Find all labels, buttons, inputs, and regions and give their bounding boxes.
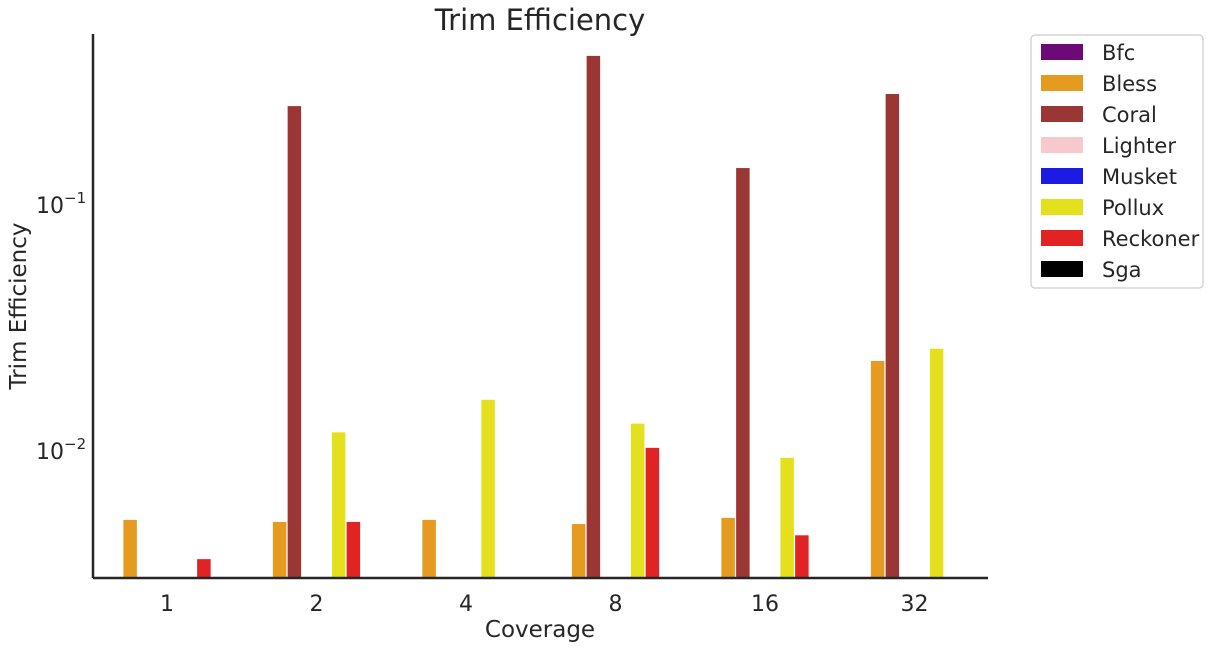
legend-swatch-musket — [1041, 168, 1083, 184]
legend-swatch-sga — [1041, 261, 1083, 277]
bar-reckoner-1 — [197, 559, 211, 578]
legend-label-sga: Sga — [1102, 258, 1142, 282]
x-axis-label: Coverage — [485, 617, 595, 643]
bar-coral-32 — [885, 94, 900, 578]
bar-pollux-32 — [929, 348, 944, 578]
chart-title: Trim Efficiency — [434, 3, 646, 37]
bar-bless-4 — [422, 519, 436, 578]
bar-bless-2 — [272, 521, 287, 578]
legend-label-bless: Bless — [1102, 72, 1157, 96]
legend-swatch-reckoner — [1041, 230, 1083, 246]
y-tick-label: 10−2 — [36, 435, 86, 465]
legend-label-coral: Coral — [1102, 103, 1157, 127]
bar-pollux-4 — [481, 399, 495, 578]
y-tick-labels: 10−2 10−1 — [36, 189, 86, 465]
bar-coral-2 — [287, 106, 302, 579]
legend-swatch-lighter — [1041, 137, 1083, 153]
bar-pollux-16 — [780, 457, 794, 578]
legend-label-lighter: Lighter — [1102, 134, 1176, 158]
legend-swatch-bless — [1041, 75, 1083, 91]
y-tick-label: 10−1 — [36, 189, 86, 219]
bar-bless-32 — [870, 361, 885, 578]
legend-label-reckoner: Reckoner — [1102, 227, 1200, 251]
bar-coral-8 — [586, 55, 601, 578]
x-tick-label: 2 — [310, 592, 324, 617]
bar-bless-8 — [571, 524, 586, 578]
bar-bless-1 — [123, 519, 137, 578]
x-tick-label: 8 — [609, 592, 623, 617]
y-axis-label: Trim Efficiency — [6, 222, 32, 390]
x-tick-label: 32 — [901, 592, 929, 617]
bar-reckoner-16 — [795, 535, 809, 578]
legend: Bfc Bless Coral Lighter Musket Pollux Reckoner… — [1030, 34, 1204, 289]
x-tick-label: 4 — [459, 592, 473, 617]
legend-frame — [1030, 34, 1204, 289]
x-tick-labels: 1 2 4 8 16 32 — [160, 592, 929, 617]
legend-swatch-bfc — [1041, 44, 1083, 60]
bar-pollux-8 — [630, 423, 645, 578]
legend-label-musket: Musket — [1102, 165, 1177, 189]
legend-label-pollux: Pollux — [1102, 196, 1164, 220]
legend-swatch-coral — [1041, 106, 1083, 122]
bar-reckoner-2 — [346, 521, 361, 578]
bar-bless-16 — [721, 517, 735, 578]
legend-swatch-pollux — [1041, 199, 1083, 215]
x-tick-label: 16 — [751, 592, 779, 617]
plot-bars — [123, 55, 944, 579]
bar-coral-16 — [736, 168, 750, 579]
legend-label-bfc: Bfc — [1102, 41, 1135, 65]
bar-pollux-2 — [331, 432, 346, 578]
bar-reckoner-8 — [645, 447, 660, 578]
x-tick-label: 1 — [160, 592, 174, 617]
